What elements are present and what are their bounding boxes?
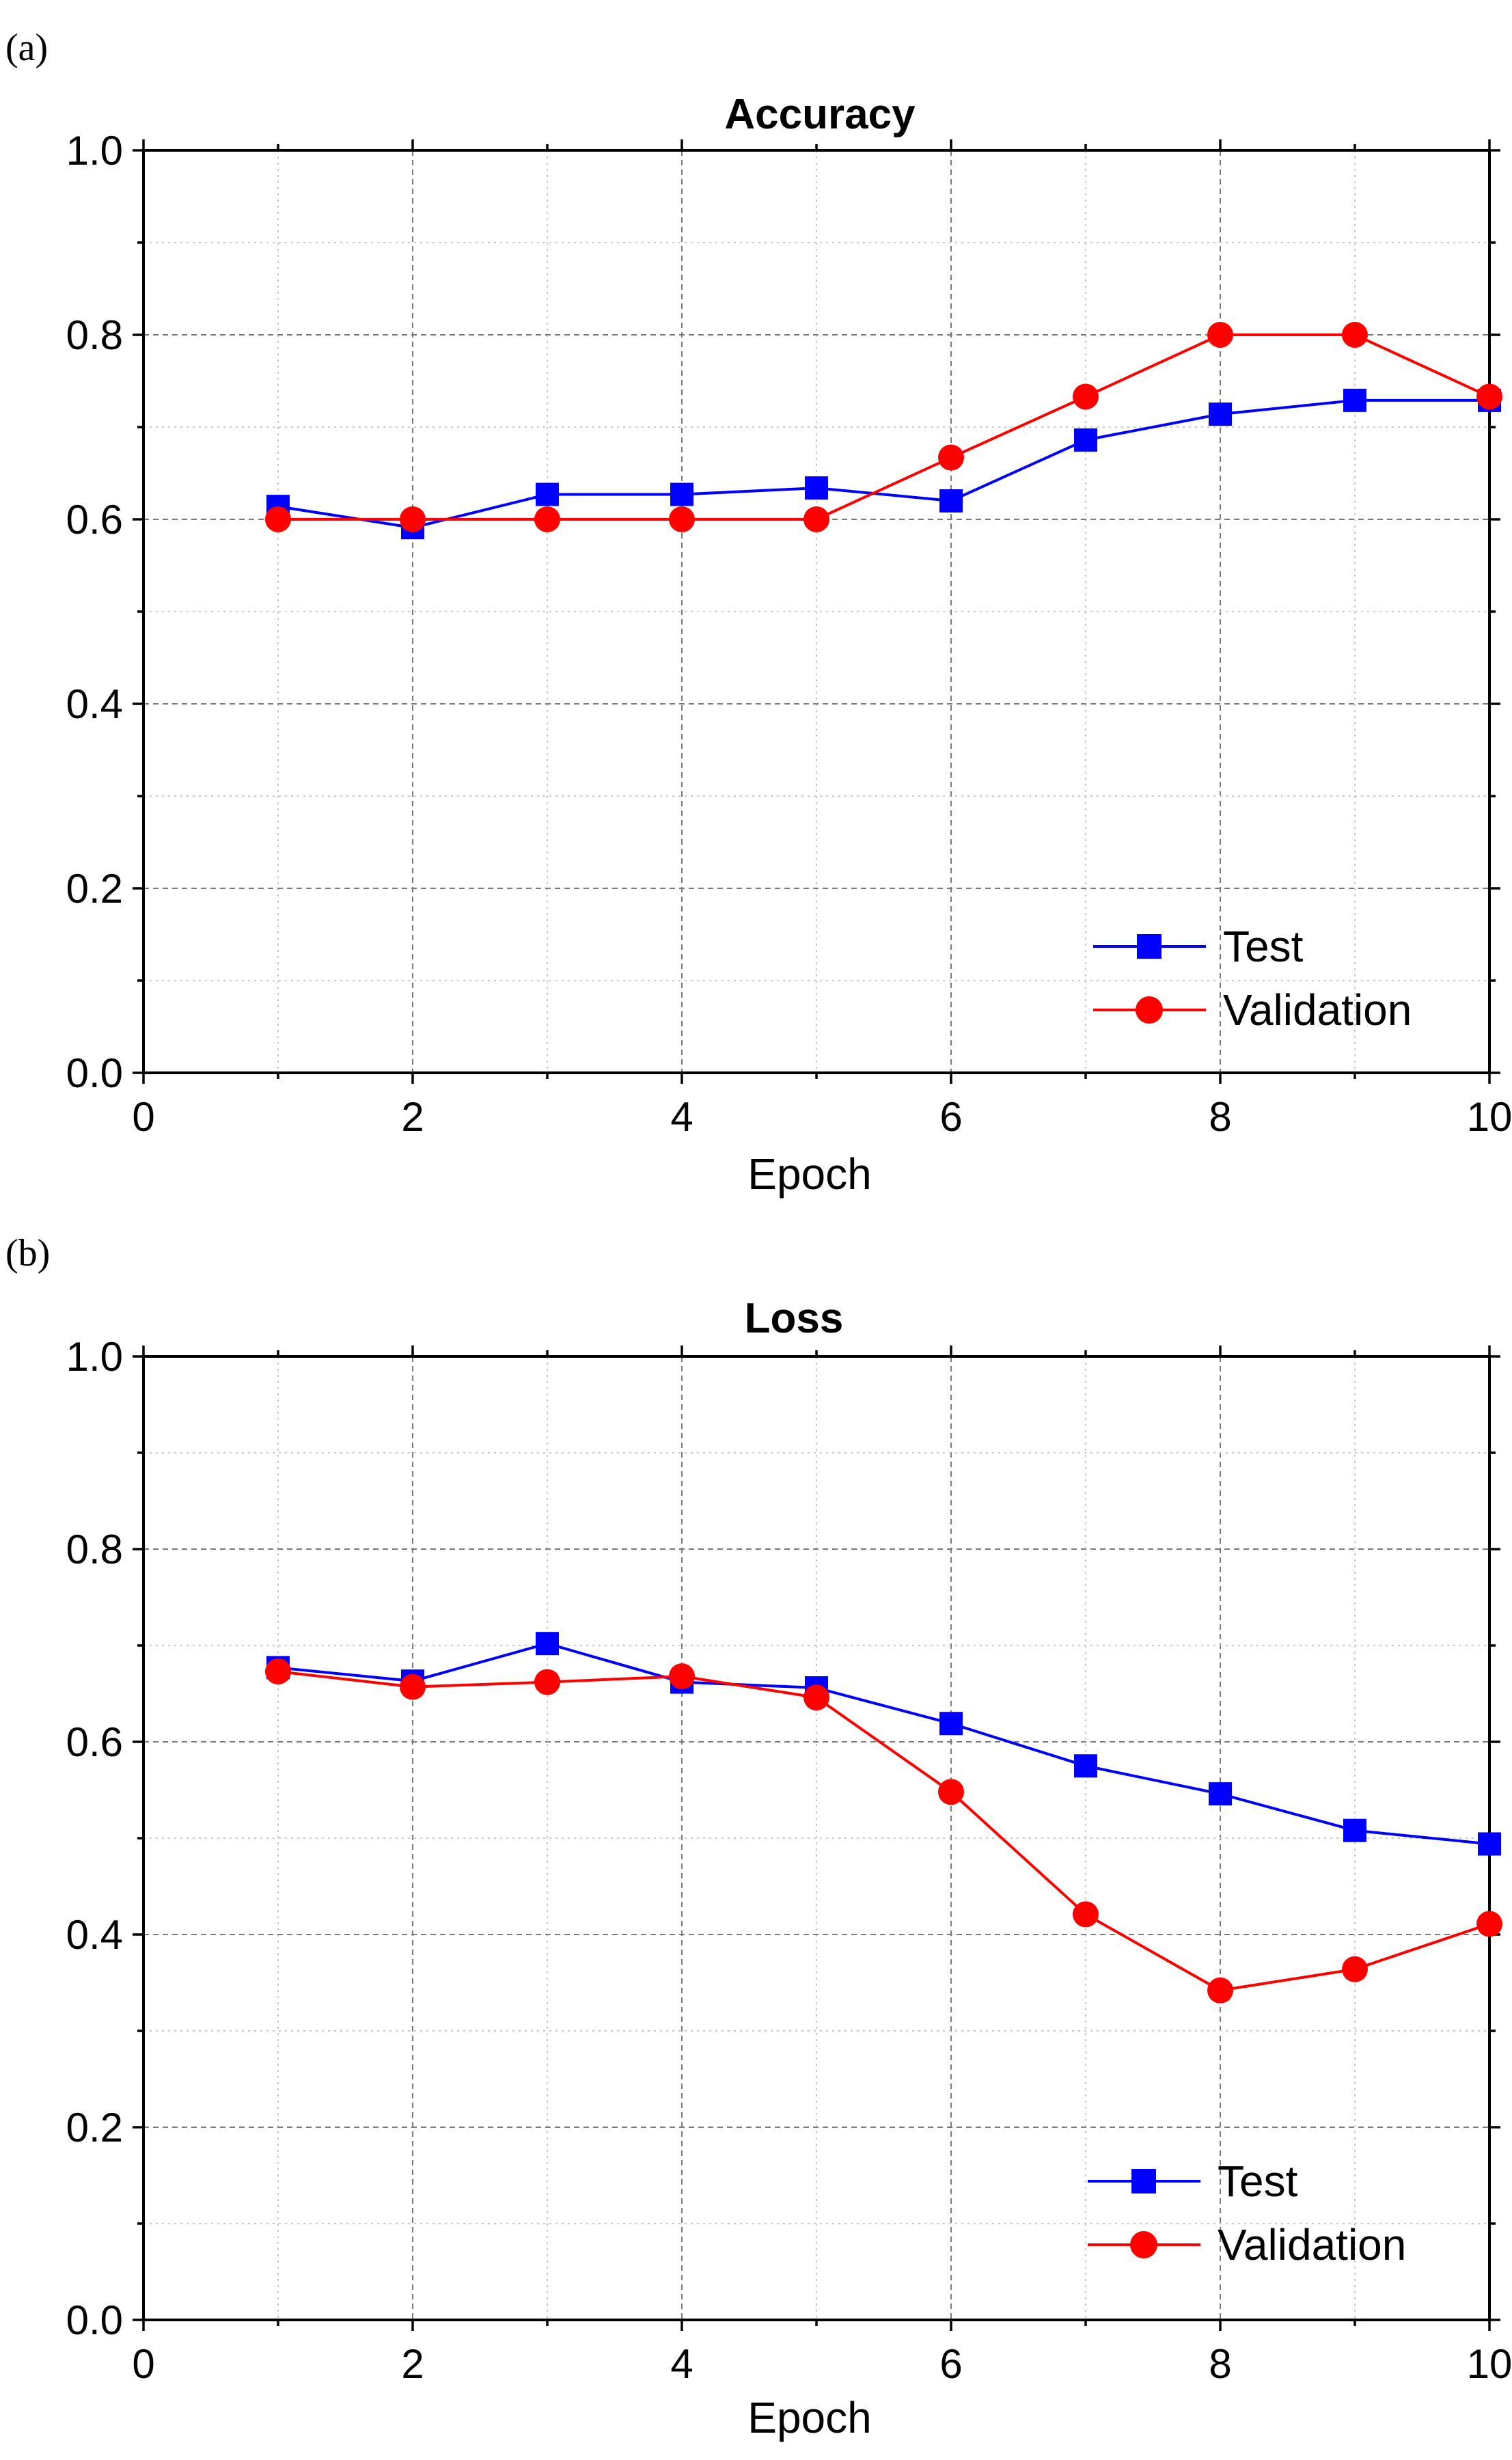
y-tick-label-0-6: 0.6 bbox=[66, 497, 123, 543]
legend-marker-validation bbox=[1136, 996, 1163, 1024]
y-tick-label-0-0: 0.0 bbox=[66, 2297, 123, 2343]
y-tick-label-0-8: 0.8 bbox=[66, 1527, 123, 1572]
point-validation-epoch-2 bbox=[400, 1673, 426, 1700]
legend-label-validation: Validation bbox=[1218, 2220, 1406, 2269]
legend-marker-test bbox=[1137, 934, 1162, 959]
series-loss bbox=[265, 1632, 1502, 2004]
point-validation-epoch-9 bbox=[1342, 322, 1368, 348]
x-tick-label-10: 10 bbox=[1467, 2341, 1512, 2387]
series-line-test bbox=[277, 398, 1489, 530]
legend-label-test: Test bbox=[1218, 2157, 1298, 2206]
point-validation-epoch-1 bbox=[265, 506, 291, 532]
point-test-epoch-4 bbox=[670, 482, 693, 506]
x-tick-label-10: 10 bbox=[1467, 1094, 1512, 1140]
point-test-epoch-3 bbox=[536, 1632, 559, 1656]
x-tick-label-4: 4 bbox=[670, 1094, 693, 1140]
x-tick-labels-accuracy: 0 2 4 6 8 10 bbox=[132, 1094, 1512, 1140]
ticks-loss bbox=[133, 1345, 1500, 2331]
point-test-epoch-10 bbox=[1478, 1832, 1501, 1856]
y-tick-label-1-0: 1.0 bbox=[66, 1334, 123, 1380]
point-test-epoch-9 bbox=[1343, 388, 1366, 412]
ticks-accuracy bbox=[133, 139, 1500, 1084]
point-validation-epoch-2 bbox=[400, 506, 426, 532]
x-tick-label-0: 0 bbox=[132, 2341, 154, 2387]
point-validation-epoch-5 bbox=[803, 1684, 829, 1711]
point-test-epoch-8 bbox=[1209, 1782, 1232, 1806]
point-test-epoch-5 bbox=[805, 476, 828, 500]
point-validation-epoch-3 bbox=[534, 506, 560, 532]
chart-title-accuracy: Accuracy bbox=[724, 91, 916, 138]
point-validation-epoch-6 bbox=[938, 444, 964, 471]
series-accuracy bbox=[265, 322, 1502, 540]
series-line-test bbox=[277, 1642, 1490, 1846]
panel-loss: (b) Loss 0 2 4 6 8 10 0.0 0.2 0.4 0.6 0.… bbox=[5, 1232, 1512, 2442]
point-validation-epoch-4 bbox=[669, 1663, 695, 1690]
x-tick-label-6: 6 bbox=[939, 1094, 962, 1140]
point-test-epoch-7 bbox=[1074, 1754, 1097, 1778]
x-tick-label-2: 2 bbox=[401, 2341, 424, 2387]
point-validation-epoch-9 bbox=[1342, 1956, 1368, 1982]
grid-loss bbox=[143, 1356, 1489, 2320]
point-test-epoch-7 bbox=[1074, 428, 1097, 452]
y-tick-label-1-0: 1.0 bbox=[66, 128, 123, 174]
point-validation-epoch-5 bbox=[803, 506, 829, 532]
x-axis-label-loss: Epoch bbox=[747, 2393, 871, 2442]
legend-marker-test bbox=[1131, 2169, 1156, 2194]
panel-label-b: (b) bbox=[5, 1232, 50, 1274]
point-validation-epoch-7 bbox=[1073, 383, 1099, 410]
point-test-epoch-9 bbox=[1343, 1818, 1366, 1842]
series-line-validation bbox=[277, 1670, 1490, 1992]
legend-label-test: Test bbox=[1223, 922, 1304, 971]
point-test-epoch-6 bbox=[939, 1712, 963, 1736]
chart-title-loss: Loss bbox=[745, 1295, 844, 1342]
y-tick-labels-accuracy: 0.0 0.2 0.4 0.6 0.8 1.0 bbox=[66, 128, 123, 1096]
point-validation-epoch-4 bbox=[669, 506, 695, 532]
point-validation-epoch-10 bbox=[1476, 383, 1502, 410]
point-test-epoch-6 bbox=[939, 489, 963, 512]
x-tick-label-8: 8 bbox=[1209, 1094, 1231, 1140]
x-tick-label-8: 8 bbox=[1209, 2341, 1231, 2387]
y-tick-label-0-2: 0.2 bbox=[66, 2105, 123, 2150]
point-validation-epoch-3 bbox=[534, 1669, 560, 1695]
y-tick-label-0-4: 0.4 bbox=[66, 681, 123, 727]
x-axis-label-accuracy: Epoch bbox=[747, 1149, 871, 1199]
y-tick-labels-loss: 0.0 0.2 0.4 0.6 0.8 1.0 bbox=[66, 1334, 123, 2343]
y-tick-label-0-6: 0.6 bbox=[66, 1719, 123, 1765]
panel-label-a: (a) bbox=[5, 27, 48, 69]
point-test-epoch-8 bbox=[1209, 402, 1232, 426]
point-test-epoch-3 bbox=[536, 482, 559, 506]
x-tick-label-6: 6 bbox=[939, 2341, 962, 2387]
y-tick-label-0-4: 0.4 bbox=[66, 1912, 123, 1958]
x-tick-label-2: 2 bbox=[401, 1094, 424, 1140]
legend-marker-validation bbox=[1130, 2231, 1157, 2258]
point-validation-epoch-8 bbox=[1207, 1977, 1233, 2004]
point-validation-epoch-8 bbox=[1207, 322, 1233, 348]
point-validation-epoch-7 bbox=[1073, 1901, 1099, 1928]
panel-accuracy: (a) Accuracy 0 2 4 6 8 10 0.0 0.2 0.4 0.… bbox=[5, 27, 1512, 1199]
x-tick-label-0: 0 bbox=[132, 1094, 154, 1140]
x-tick-label-4: 4 bbox=[670, 2341, 693, 2387]
series-line-validation bbox=[278, 333, 1490, 521]
y-tick-label-0-8: 0.8 bbox=[66, 312, 123, 358]
x-tick-labels-loss: 0 2 4 6 8 10 bbox=[132, 2341, 1512, 2387]
point-validation-epoch-6 bbox=[938, 1779, 964, 1805]
legend-label-validation: Validation bbox=[1223, 985, 1412, 1035]
point-validation-epoch-10 bbox=[1476, 1911, 1502, 1937]
point-validation-epoch-1 bbox=[265, 1658, 291, 1685]
legend-accuracy: Test Validation bbox=[1093, 922, 1412, 1035]
legend-loss: Test Validation bbox=[1088, 2157, 1406, 2269]
y-tick-label-0-0: 0.0 bbox=[66, 1050, 123, 1096]
y-tick-label-0-2: 0.2 bbox=[66, 866, 123, 912]
